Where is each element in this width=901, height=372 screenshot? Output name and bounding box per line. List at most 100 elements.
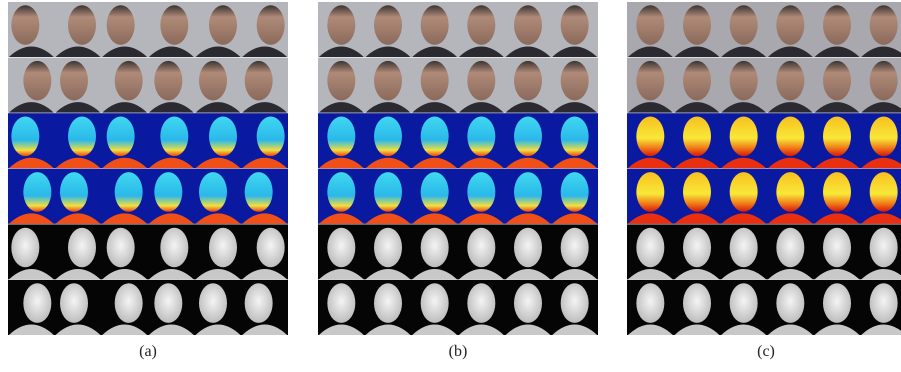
head	[636, 116, 665, 157]
head	[729, 60, 758, 101]
shoulders	[195, 213, 241, 224]
shoulders	[412, 46, 458, 57]
tile-row	[318, 280, 598, 335]
shoulders	[458, 157, 504, 169]
shoulders	[505, 46, 551, 57]
shoulders	[365, 268, 411, 280]
shoulders	[458, 102, 504, 113]
shoulders	[767, 157, 813, 169]
head	[199, 172, 227, 212]
head	[244, 172, 273, 212]
head	[467, 116, 496, 157]
tile-row	[318, 2, 598, 57]
shoulders	[814, 213, 860, 224]
shoulders	[721, 213, 767, 224]
shoulders	[861, 102, 901, 113]
head	[869, 172, 898, 212]
shoulders	[8, 102, 54, 113]
shoulders	[242, 268, 288, 280]
shoulders	[814, 268, 860, 280]
shoulders	[102, 157, 148, 169]
shoulders	[148, 46, 194, 57]
head	[68, 5, 96, 45]
head	[327, 60, 356, 101]
head	[327, 116, 356, 157]
head	[683, 227, 711, 268]
head	[776, 116, 805, 157]
shoulders	[148, 157, 194, 169]
head	[560, 5, 589, 45]
tile-row	[627, 280, 901, 335]
shoulders	[242, 324, 288, 335]
head	[327, 172, 356, 212]
shoulders	[365, 157, 411, 169]
shoulders	[861, 268, 901, 280]
shoulders	[195, 102, 241, 113]
shoulders	[148, 268, 194, 280]
shoulders	[674, 324, 720, 335]
head	[209, 227, 237, 268]
shoulders	[365, 213, 411, 224]
shoulders	[412, 268, 458, 280]
shoulders	[195, 46, 241, 57]
shoulders	[505, 268, 551, 280]
tile-row	[318, 168, 598, 224]
head	[420, 60, 449, 101]
shoulders	[861, 213, 901, 224]
head	[823, 283, 851, 323]
head	[420, 283, 449, 323]
shoulders	[505, 213, 551, 224]
shoulders	[861, 324, 901, 335]
tile-row	[8, 224, 288, 280]
head	[514, 172, 542, 212]
head	[374, 172, 402, 212]
head	[154, 172, 183, 212]
shoulders	[767, 324, 813, 335]
panel-label: (c)	[757, 343, 775, 360]
head	[106, 116, 135, 157]
shoulders	[721, 268, 767, 280]
head	[106, 5, 135, 45]
tile-row	[8, 57, 288, 113]
shoulders	[552, 213, 598, 224]
head	[256, 116, 285, 157]
shoulders	[55, 268, 101, 280]
head	[327, 227, 356, 268]
head	[199, 60, 227, 101]
shoulders	[318, 268, 364, 280]
head	[514, 227, 542, 268]
head	[776, 227, 805, 268]
shoulders	[721, 102, 767, 113]
shoulders	[102, 46, 148, 57]
head	[11, 116, 40, 157]
head	[560, 172, 589, 212]
shoulders	[552, 268, 598, 280]
tile-row	[627, 57, 901, 113]
head	[514, 116, 542, 157]
head	[420, 5, 449, 45]
head	[514, 283, 542, 323]
shoulders	[767, 268, 813, 280]
shoulders	[412, 213, 458, 224]
head	[374, 227, 402, 268]
tile-row	[627, 224, 901, 280]
shoulders	[102, 213, 148, 224]
shoulders	[674, 268, 720, 280]
head	[160, 5, 189, 45]
head	[114, 172, 143, 212]
head	[514, 5, 542, 45]
head	[636, 5, 665, 45]
head	[869, 60, 898, 101]
shoulders	[627, 324, 673, 335]
head	[636, 227, 665, 268]
shoulders	[627, 268, 673, 280]
shoulders	[148, 213, 194, 224]
head	[823, 116, 851, 157]
head	[776, 283, 805, 323]
head	[776, 5, 805, 45]
shoulders	[458, 268, 504, 280]
shoulders	[767, 102, 813, 113]
shoulders	[861, 46, 901, 57]
head	[683, 5, 711, 45]
shoulders	[721, 157, 767, 169]
